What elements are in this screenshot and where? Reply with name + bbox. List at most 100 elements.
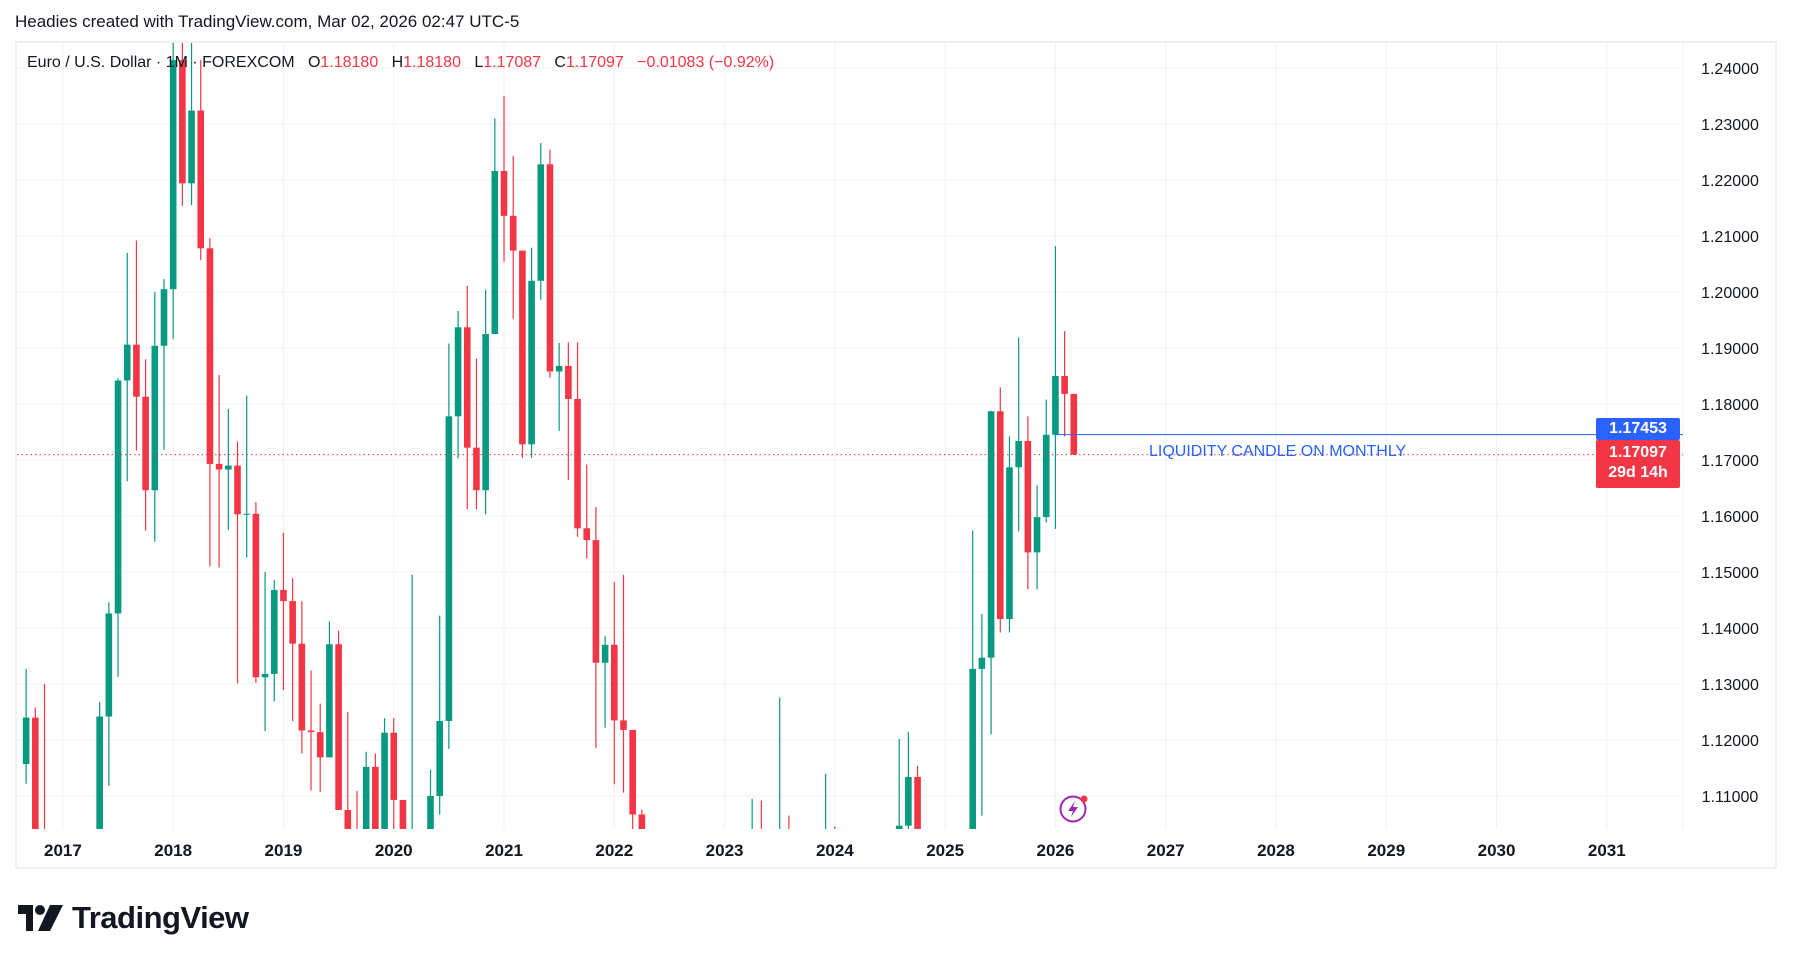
candle-body bbox=[509, 215, 517, 251]
time-tick-label: 2031 bbox=[1588, 841, 1626, 860]
time-axis: 2017 2018 2019 2020 2021 2022 2023 2024 2025 2026… bbox=[44, 841, 1626, 860]
price-tick-label: 1.15000 bbox=[1701, 565, 1759, 582]
candle-body bbox=[528, 280, 535, 445]
candle-body bbox=[969, 668, 977, 829]
candle-body bbox=[270, 589, 278, 674]
candle-body bbox=[592, 540, 600, 663]
candle-body bbox=[362, 766, 370, 829]
candle-body bbox=[22, 717, 30, 765]
symbol-legend: Euro / U.S. Dollar · 1M · FOREXCOM O1.18… bbox=[27, 54, 774, 72]
candle-body bbox=[105, 613, 113, 717]
candle-body bbox=[454, 327, 462, 417]
symbol-name[interactable]: Euro / U.S. Dollar · 1M · FOREXCOM bbox=[27, 54, 295, 71]
candle-body bbox=[133, 344, 140, 397]
candle-body bbox=[491, 171, 499, 334]
tradingview-logo[interactable]: TradingView bbox=[18, 900, 249, 936]
tradingview-logo-icon bbox=[18, 905, 63, 931]
bar-countdown: 29d 14h bbox=[1608, 464, 1668, 481]
time-tick-label: 2027 bbox=[1147, 841, 1185, 860]
candle-body bbox=[638, 814, 646, 829]
candle-body bbox=[206, 248, 214, 464]
price-tick-label: 1.20000 bbox=[1701, 285, 1759, 302]
grid bbox=[17, 43, 1684, 829]
candle-body bbox=[583, 528, 591, 541]
time-tick-label: 2028 bbox=[1257, 841, 1295, 860]
price-tick-label: 1.13000 bbox=[1701, 677, 1759, 694]
candle-body bbox=[914, 776, 921, 829]
candle-body bbox=[123, 344, 131, 381]
lightning-icon[interactable] bbox=[1058, 793, 1090, 830]
time-tick-label: 2026 bbox=[1037, 841, 1075, 860]
candle-body bbox=[565, 365, 572, 399]
candle-body bbox=[537, 164, 545, 281]
candle-body bbox=[500, 171, 508, 216]
open-value: 1.18180 bbox=[320, 54, 379, 71]
price-axis: 1.24000 1.23000 1.22000 1.21000 1.20000 1.190… bbox=[1701, 61, 1759, 806]
candle-body bbox=[427, 796, 434, 829]
time-tick-label: 2018 bbox=[154, 841, 192, 860]
candle-body bbox=[243, 513, 250, 515]
time-tick-label: 2019 bbox=[265, 841, 303, 860]
candle-body bbox=[978, 657, 986, 669]
candle-body bbox=[905, 776, 912, 826]
candle-body bbox=[1006, 467, 1013, 620]
candle-body bbox=[344, 810, 352, 829]
candle-body bbox=[335, 644, 342, 810]
candle-body bbox=[252, 513, 260, 678]
price-tick-label: 1.11000 bbox=[1702, 789, 1759, 806]
price-tick-label: 1.21000 bbox=[1701, 229, 1759, 246]
high-label: H bbox=[391, 54, 404, 71]
candle-body bbox=[298, 643, 306, 731]
candle-body bbox=[1024, 440, 1032, 553]
price-tick-label: 1.17000 bbox=[1701, 453, 1759, 470]
candle-body bbox=[1033, 517, 1041, 553]
candle-body bbox=[463, 327, 471, 448]
candle-body bbox=[114, 380, 122, 614]
candle-body bbox=[996, 411, 1004, 620]
candle-body bbox=[326, 644, 333, 758]
change-value: −0.01083 (−0.92%) bbox=[637, 54, 775, 71]
price-lines bbox=[17, 434, 1683, 456]
candle-body bbox=[445, 416, 453, 721]
candle-body bbox=[142, 396, 149, 491]
candle-body bbox=[289, 601, 296, 644]
brand-name: TradingView bbox=[72, 900, 249, 935]
candle-body bbox=[225, 465, 232, 470]
candle-body bbox=[482, 334, 489, 491]
time-tick-label: 2017 bbox=[44, 841, 82, 860]
candle-body bbox=[1070, 393, 1078, 455]
candle-body bbox=[160, 289, 168, 346]
price-tick-label: 1.22000 bbox=[1701, 173, 1759, 190]
candle-body bbox=[895, 825, 903, 829]
time-tick-label: 2020 bbox=[375, 841, 413, 860]
candle-body bbox=[473, 447, 480, 491]
time-tick-label: 2029 bbox=[1367, 841, 1405, 860]
candle-body bbox=[436, 720, 443, 796]
close-label: C bbox=[554, 54, 566, 71]
price-tick-label: 1.23000 bbox=[1701, 117, 1759, 134]
price-tick-label: 1.24000 bbox=[1701, 61, 1759, 78]
horizontal-line-price-label: 1.17453 bbox=[1596, 418, 1680, 440]
candle-body bbox=[519, 250, 526, 445]
price-tick-label: 1.14000 bbox=[1701, 621, 1759, 638]
candle-body bbox=[316, 732, 324, 758]
time-tick-label: 2024 bbox=[816, 841, 854, 860]
price-tick-label: 1.19000 bbox=[1701, 341, 1759, 358]
candle-body bbox=[169, 60, 177, 290]
chart-caption: Headies created with TradingView.com, Ma… bbox=[15, 12, 520, 31]
candle-body bbox=[1042, 434, 1050, 518]
price-tick-label: 1.18000 bbox=[1701, 397, 1759, 414]
liquidity-annotation[interactable]: LIQUIDITY CANDLE ON MONTHLY bbox=[1149, 443, 1407, 460]
last-price: 1.17097 bbox=[1609, 444, 1667, 461]
candle-body bbox=[96, 716, 103, 829]
time-tick-label: 2023 bbox=[706, 841, 744, 860]
time-tick-label: 2025 bbox=[926, 841, 964, 860]
candle-body bbox=[1061, 376, 1068, 394]
candle-body bbox=[987, 411, 995, 658]
close-value: 1.17097 bbox=[565, 54, 624, 71]
candle-body bbox=[399, 799, 407, 829]
candle-body bbox=[179, 60, 186, 184]
candle-body bbox=[261, 673, 269, 678]
price-tick-label: 1.16000 bbox=[1701, 509, 1759, 526]
